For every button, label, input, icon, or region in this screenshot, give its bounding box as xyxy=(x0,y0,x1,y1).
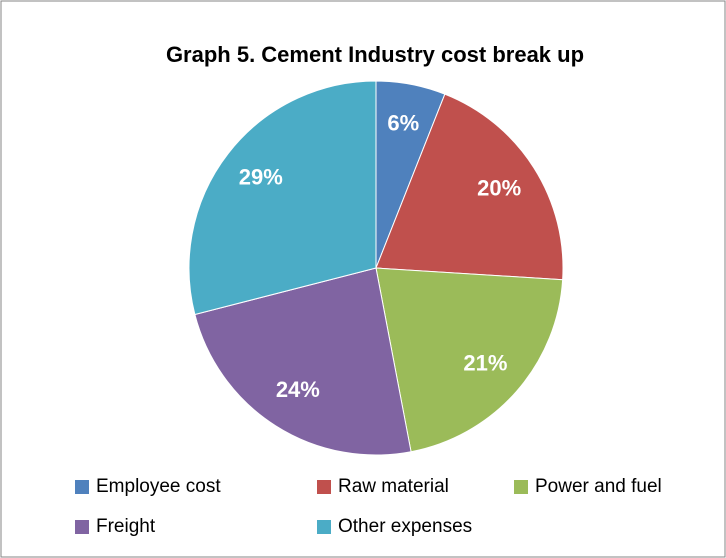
legend-label: Raw material xyxy=(338,476,449,497)
legend-swatch xyxy=(75,480,89,494)
data-label: 20% xyxy=(477,176,521,201)
chart-title: Graph 5. Cement Industry cost break up xyxy=(166,42,584,67)
legend-label: Freight xyxy=(96,516,156,537)
data-label: 24% xyxy=(276,377,320,402)
pie-slice xyxy=(375,93,564,281)
legend-swatch xyxy=(317,480,331,494)
pie-slice xyxy=(188,80,377,316)
legend-label: Power and fuel xyxy=(535,476,662,497)
legend-label: Employee cost xyxy=(96,476,221,497)
data-label: 6% xyxy=(387,111,419,136)
pie-slice xyxy=(375,267,564,453)
legend-label: Other expenses xyxy=(338,516,472,537)
data-label: 21% xyxy=(463,350,507,375)
pie-slice xyxy=(194,267,412,456)
legend-swatch xyxy=(317,520,331,534)
data-label: 29% xyxy=(239,164,283,189)
legend-swatch xyxy=(514,480,528,494)
legend-swatch xyxy=(75,520,89,534)
